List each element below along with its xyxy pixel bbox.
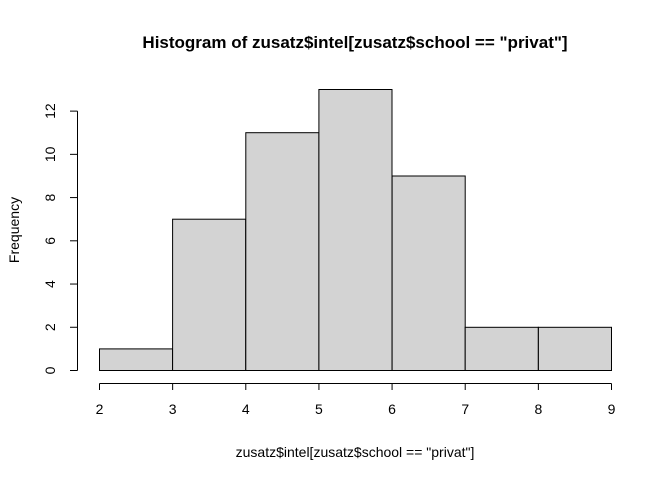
histogram-bar-7-8 [464,326,539,371]
x-tick-label: 3 [169,401,177,417]
histogram-bar-8-9 [537,326,613,371]
y-tick-label: 12 [42,103,58,119]
x-tick-label: 5 [315,401,323,417]
y-tick-label: 4 [42,280,58,288]
x-tick-label: 6 [388,401,396,417]
x-axis-label: zusatz$intel[zusatz$school == "privat"] [236,444,475,460]
histogram-bar-4-5 [245,132,320,371]
x-tick-label: 9 [608,401,616,417]
y-axis: 0 2 4 6 8 10 12 [42,103,78,374]
x-axis: 2 3 4 5 6 7 8 9 [96,383,616,417]
x-tick-label: 2 [96,401,104,417]
y-tick-label: 10 [42,146,58,162]
y-tick-label: 6 [42,237,58,245]
histogram-bar-6-7 [391,175,466,371]
y-tick-label: 8 [42,193,58,201]
x-tick-label: 8 [534,401,542,417]
y-axis-label: Frequency [6,197,22,263]
y-tick-label: 2 [42,323,58,331]
y-tick-label: 0 [42,366,58,374]
x-tick-label: 4 [242,401,250,417]
histogram-bar-3-4 [172,218,247,371]
histogram-bar-5-6 [318,89,393,371]
chart-title: Histogram of zusatz$intel[zusatz$school … [142,33,567,52]
x-tick-label: 7 [461,401,469,417]
bars-group [99,89,613,371]
histogram-bar-2-3 [99,348,174,371]
